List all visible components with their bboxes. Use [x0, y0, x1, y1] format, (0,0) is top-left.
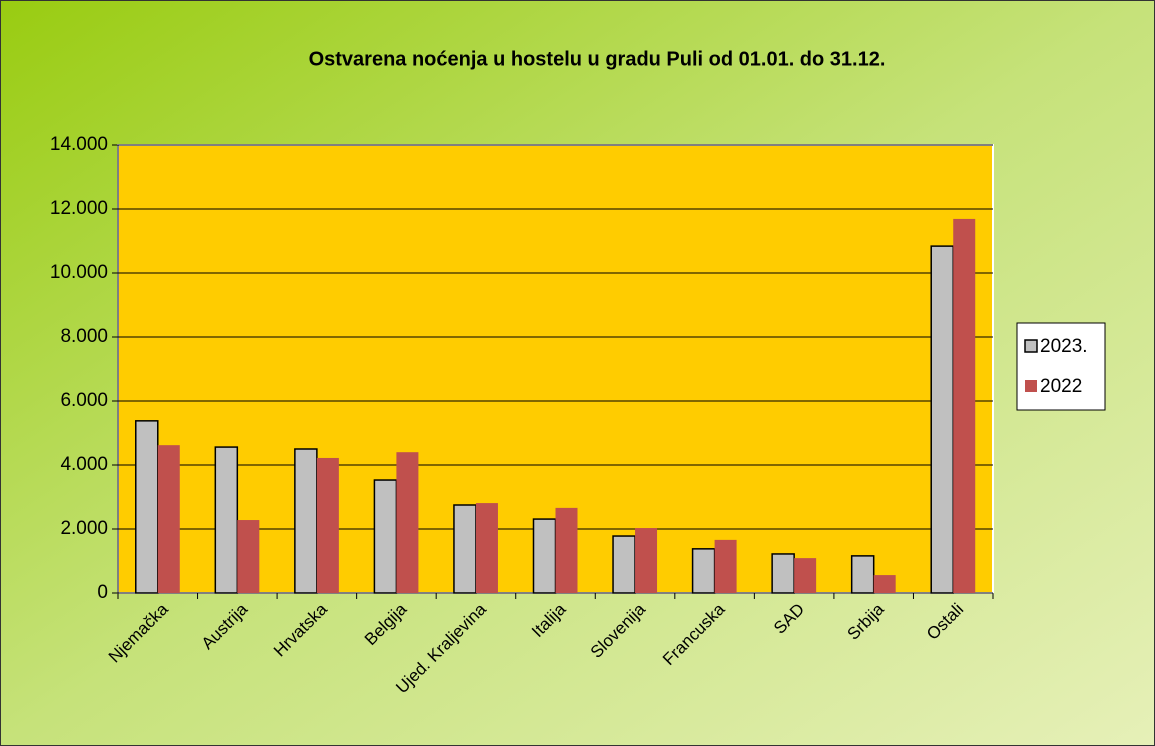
bar — [237, 520, 260, 593]
chart-title: Ostvarena noćenja u hostelu u gradu Puli… — [309, 48, 886, 70]
y-tick-label: 12.000 — [50, 198, 108, 219]
y-tick-label: 0 — [97, 582, 108, 603]
y-tick-label: 14.000 — [50, 134, 108, 155]
bar — [612, 535, 636, 594]
y-tick-label: 2.000 — [60, 518, 108, 539]
legend-box — [1016, 322, 1106, 411]
bar — [555, 507, 578, 593]
bar — [453, 504, 477, 594]
bar — [316, 457, 339, 593]
bar — [135, 420, 159, 594]
bar — [850, 555, 875, 594]
y-tick-label: 8.000 — [60, 326, 108, 347]
bar — [691, 548, 716, 594]
bar — [532, 518, 557, 594]
y-tick-label: 6.000 — [60, 390, 108, 411]
legend-label: 2023. — [1040, 336, 1088, 357]
bar — [396, 452, 419, 593]
bar — [930, 245, 954, 594]
legend-label: 2022 — [1040, 376, 1082, 397]
legend-marker — [1025, 380, 1037, 392]
bar — [714, 539, 737, 593]
bar — [373, 479, 398, 594]
bar — [953, 218, 976, 594]
bar — [157, 445, 180, 593]
bar — [873, 575, 896, 593]
bar — [475, 503, 498, 593]
bar — [214, 446, 239, 594]
bar — [771, 553, 795, 594]
legend-marker — [1024, 339, 1038, 353]
y-tick-label: 4.000 — [60, 454, 108, 475]
bar — [794, 558, 817, 593]
y-tick-label: 10.000 — [50, 262, 108, 283]
bar — [294, 448, 318, 594]
bar — [635, 528, 658, 593]
